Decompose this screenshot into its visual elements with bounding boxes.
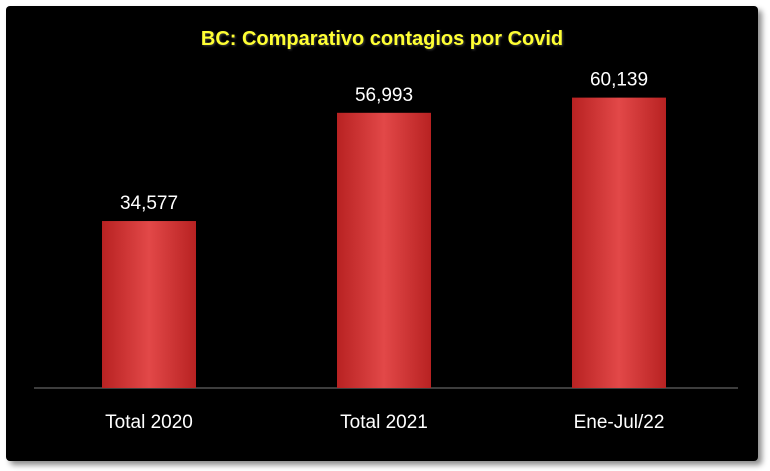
category-label-1: Total 2020 <box>105 412 193 433</box>
bar-3 <box>572 97 666 389</box>
value-label-1: 34,577 <box>120 193 178 214</box>
category-label-2: Total 2021 <box>340 412 428 433</box>
bar-2 <box>337 112 431 388</box>
category-label-3: Ene-Jul/22 <box>574 412 665 433</box>
value-label-3: 60,139 <box>590 70 648 91</box>
bar-1 <box>102 221 196 388</box>
value-label-2: 56,993 <box>355 85 413 106</box>
chart-title: BC: Comparativo contagios por Covid <box>200 28 564 50</box>
